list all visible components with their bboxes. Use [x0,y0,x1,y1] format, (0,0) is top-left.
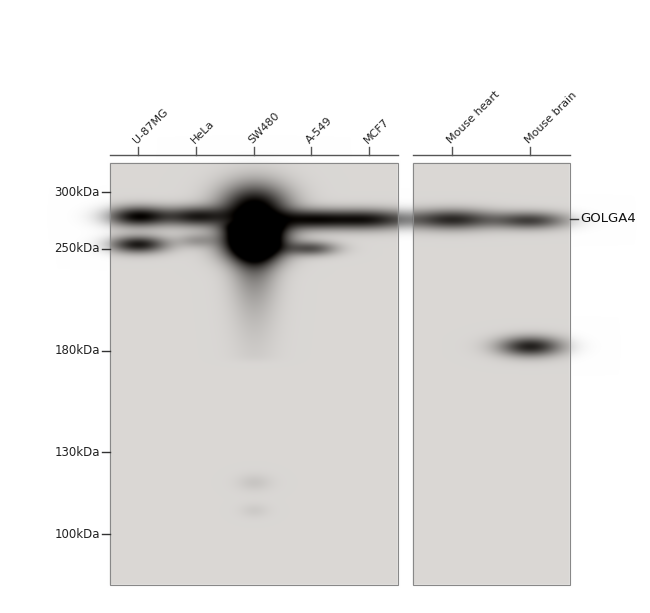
Text: Mouse brain: Mouse brain [523,89,578,145]
Text: SW480: SW480 [247,110,282,145]
Text: GOLGA4: GOLGA4 [580,213,636,226]
Text: 130kDa: 130kDa [55,446,100,459]
Text: Mouse heart: Mouse heart [445,89,501,145]
Text: A-549: A-549 [304,115,334,145]
Text: MCF7: MCF7 [362,116,391,145]
Text: 250kDa: 250kDa [55,243,100,256]
Text: U-87MG: U-87MG [131,107,170,145]
Text: 300kDa: 300kDa [55,186,100,199]
Text: 100kDa: 100kDa [55,528,100,541]
Text: 180kDa: 180kDa [55,345,100,357]
Text: HeLa: HeLa [189,118,216,145]
